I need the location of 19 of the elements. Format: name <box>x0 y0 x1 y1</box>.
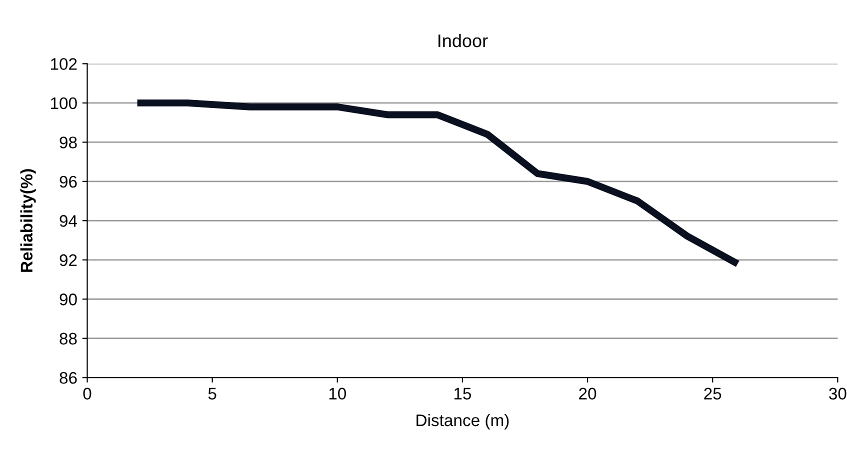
x-tick-label: 25 <box>704 388 722 400</box>
y-tick-label: 92 <box>60 254 77 266</box>
x-tick-label: 15 <box>454 388 472 400</box>
y-tick-label: 88 <box>60 332 77 345</box>
y-tick-label: 86 <box>60 372 77 384</box>
y-axis-title: Reliability(%) <box>20 169 36 272</box>
x-tick-label: 20 <box>579 388 596 400</box>
y-tick-label: 96 <box>60 176 77 188</box>
y-tick-label: 98 <box>60 136 77 148</box>
chart-title: Indoor <box>438 34 488 48</box>
x-axis-title: Distance (m) <box>416 414 509 430</box>
y-tick-label: 102 <box>50 58 77 70</box>
x-tick-label: 0 <box>83 388 92 400</box>
y-tick-label: 100 <box>50 97 77 110</box>
x-tick-label: 30 <box>829 388 846 400</box>
y-tick-label: 94 <box>60 215 78 227</box>
x-tick-label: 5 <box>208 388 216 400</box>
y-tick-label: 90 <box>60 294 77 306</box>
x-tick-label: 10 <box>329 388 346 400</box>
